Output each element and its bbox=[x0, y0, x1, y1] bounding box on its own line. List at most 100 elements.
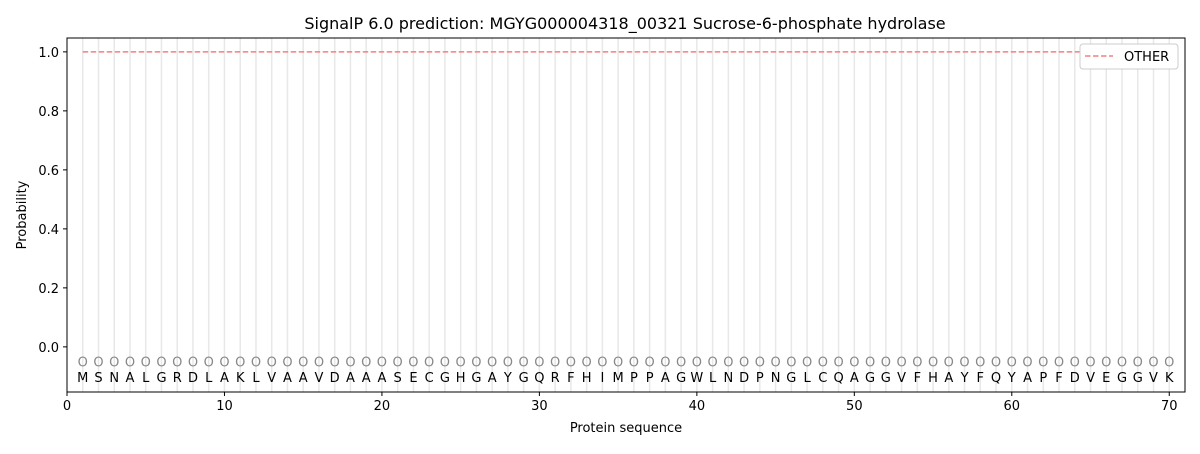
residue-label: L bbox=[205, 371, 213, 386]
residue-label: A bbox=[944, 371, 953, 386]
position-label: O bbox=[849, 356, 859, 371]
x-axis-label: Protein sequence bbox=[570, 421, 682, 436]
position-label: O bbox=[802, 356, 812, 371]
x-tick-label: 40 bbox=[689, 399, 706, 414]
residue-label: D bbox=[330, 371, 340, 386]
y-tick-label: 1.0 bbox=[38, 46, 59, 61]
residue-label: G bbox=[1117, 371, 1127, 386]
position-label: O bbox=[487, 356, 497, 371]
position-label: O bbox=[361, 356, 371, 371]
residue-label: P bbox=[630, 371, 638, 386]
residue-label: A bbox=[126, 371, 135, 386]
position-label: O bbox=[660, 356, 670, 371]
position-label: O bbox=[78, 356, 88, 371]
residue-label: H bbox=[582, 371, 592, 386]
residue-label: G bbox=[676, 371, 686, 386]
residue-label: F bbox=[977, 371, 984, 386]
residue-label: D bbox=[739, 371, 749, 386]
position-label: O bbox=[330, 356, 340, 371]
position-label: O bbox=[550, 356, 560, 371]
residue-label: G bbox=[865, 371, 875, 386]
residue-label: F bbox=[1055, 371, 1062, 386]
residue-label: R bbox=[551, 371, 560, 386]
residue-label: A bbox=[661, 371, 670, 386]
position-label: O bbox=[125, 356, 135, 371]
residue-label: P bbox=[1039, 371, 1047, 386]
x-tick-label: 0 bbox=[63, 399, 71, 414]
position-label: O bbox=[204, 356, 214, 371]
residue-label: Q bbox=[833, 371, 843, 386]
position-label: O bbox=[345, 356, 355, 371]
position-label: O bbox=[707, 356, 717, 371]
position-label: O bbox=[1101, 356, 1111, 371]
residue-label: L bbox=[142, 371, 150, 386]
position-label: O bbox=[818, 356, 828, 371]
position-label: O bbox=[566, 356, 576, 371]
residue-label: H bbox=[456, 371, 466, 386]
position-label: O bbox=[865, 356, 875, 371]
position-label: O bbox=[377, 356, 387, 371]
position-label: O bbox=[1022, 356, 1032, 371]
position-label: O bbox=[456, 356, 466, 371]
position-label: O bbox=[298, 356, 308, 371]
position-label: O bbox=[676, 356, 686, 371]
residue-label: G bbox=[1133, 371, 1143, 386]
residue-label: A bbox=[220, 371, 229, 386]
x-tick-label: 30 bbox=[531, 399, 548, 414]
residue-label: Q bbox=[534, 371, 544, 386]
x-tick-label: 10 bbox=[216, 399, 233, 414]
residue-label: A bbox=[362, 371, 371, 386]
position-label: O bbox=[1164, 356, 1174, 371]
residue-label: S bbox=[94, 371, 102, 386]
position-label: O bbox=[503, 356, 513, 371]
residue-label: L bbox=[803, 371, 811, 386]
residue-label: V bbox=[267, 371, 276, 386]
position-label: O bbox=[1054, 356, 1064, 371]
residue-label: A bbox=[377, 371, 386, 386]
y-tick-label: 0.2 bbox=[38, 282, 59, 297]
position-label: O bbox=[93, 356, 103, 371]
residue-label: A bbox=[850, 371, 859, 386]
residue-label: L bbox=[709, 371, 717, 386]
position-label: O bbox=[440, 356, 450, 371]
residue-label: G bbox=[440, 371, 450, 386]
position-label: O bbox=[944, 356, 954, 371]
x-tick-label: 70 bbox=[1161, 399, 1178, 414]
residue-label: A bbox=[283, 371, 292, 386]
residue-label: V bbox=[314, 371, 323, 386]
position-label: O bbox=[770, 356, 780, 371]
position-label: O bbox=[928, 356, 938, 371]
residue-label: C bbox=[818, 371, 827, 386]
y-tick-label: 0.8 bbox=[38, 105, 59, 120]
position-label: O bbox=[597, 356, 607, 371]
residue-label: N bbox=[771, 371, 781, 386]
position-label: O bbox=[1070, 356, 1080, 371]
position-label: O bbox=[219, 356, 229, 371]
residue-label: E bbox=[1102, 371, 1110, 386]
position-label: O bbox=[755, 356, 765, 371]
position-label: O bbox=[629, 356, 639, 371]
position-label: O bbox=[1085, 356, 1095, 371]
residue-label: G bbox=[881, 371, 891, 386]
residue-label: K bbox=[1165, 371, 1174, 386]
position-label: O bbox=[786, 356, 796, 371]
y-tick-label: 0.4 bbox=[38, 223, 59, 238]
residue-label: H bbox=[928, 371, 938, 386]
residue-label: F bbox=[567, 371, 574, 386]
residue-label: N bbox=[109, 371, 119, 386]
position-label: O bbox=[235, 356, 245, 371]
position-label: O bbox=[408, 356, 418, 371]
legend: OTHER bbox=[1079, 43, 1179, 70]
residue-label: D bbox=[188, 371, 198, 386]
residue-label: A bbox=[488, 371, 497, 386]
y-tick-label: 0.0 bbox=[38, 341, 59, 356]
residue-label: P bbox=[756, 371, 764, 386]
position-label: O bbox=[314, 356, 324, 371]
chart-title: SignalP 6.0 prediction: MGYG000004318_00… bbox=[304, 14, 945, 34]
residue-label: A bbox=[346, 371, 355, 386]
position-label: O bbox=[424, 356, 434, 371]
residue-label: F bbox=[914, 371, 921, 386]
position-label: O bbox=[1007, 356, 1017, 371]
residue-label: V bbox=[1086, 371, 1095, 386]
plot-frame bbox=[66, 37, 1186, 393]
